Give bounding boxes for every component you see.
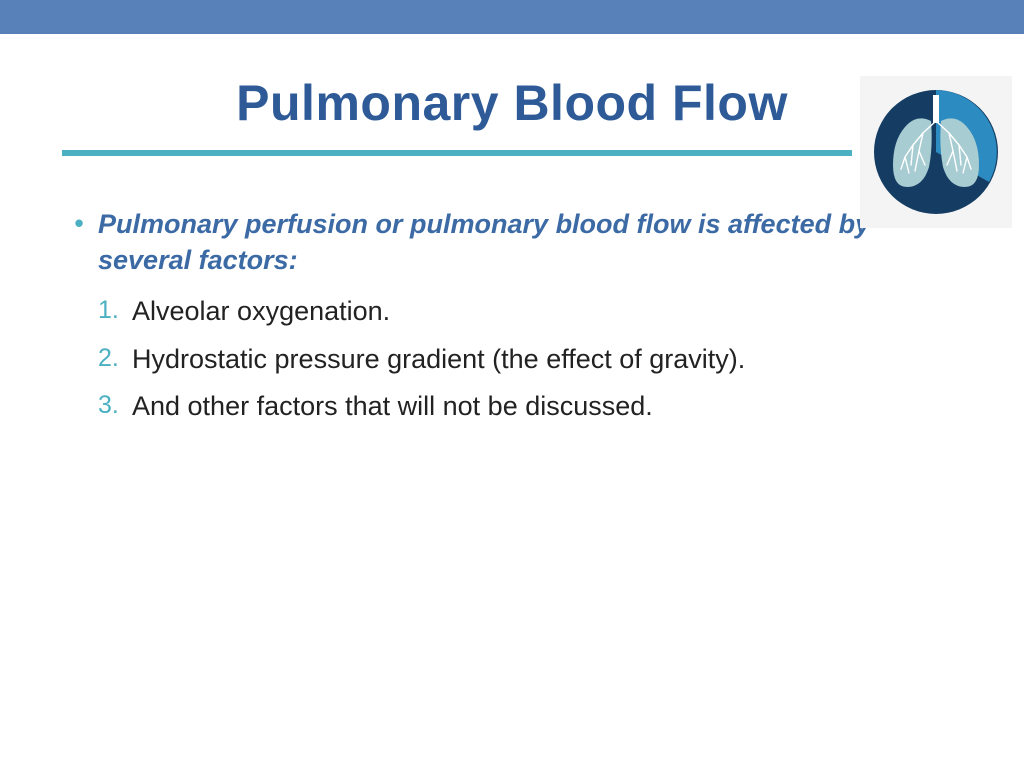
intro-text: Pulmonary perfusion or pulmonary blood f… xyxy=(98,206,928,279)
list-item: 1. Alveolar oxygenation. xyxy=(70,293,954,331)
list-item: 2. Hydrostatic pressure gradient (the ef… xyxy=(70,341,954,379)
item-number: 1. xyxy=(98,293,132,328)
item-text: And other factors that will not be discu… xyxy=(132,388,653,426)
intro-bullet: • xyxy=(70,206,88,241)
lungs-icon xyxy=(860,76,1012,228)
list-item: 3. And other factors that will not be di… xyxy=(70,388,954,426)
intro-row: • Pulmonary perfusion or pulmonary blood… xyxy=(70,206,954,279)
title-underline xyxy=(62,150,852,156)
top-bar xyxy=(0,0,1024,34)
item-text: Alveolar oxygenation. xyxy=(132,293,390,331)
item-number: 2. xyxy=(98,341,132,376)
item-number: 3. xyxy=(98,388,132,423)
item-text: Hydrostatic pressure gradient (the effec… xyxy=(132,341,745,379)
header: Pulmonary Blood Flow xyxy=(0,34,1024,156)
